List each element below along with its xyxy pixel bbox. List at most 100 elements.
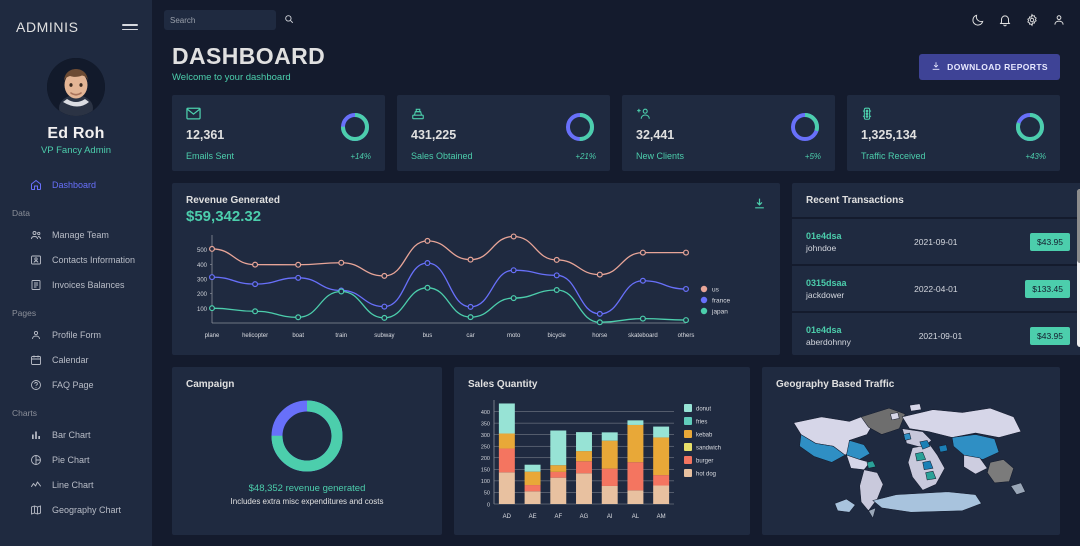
table-row[interactable]: 0315dsaa jackdower 2022-04-01 $133.45 bbox=[792, 264, 1080, 311]
transactions-scrollbar[interactable] bbox=[1077, 189, 1080, 348]
bottom-row: Campaign $48,352 revenue generated Inclu… bbox=[172, 367, 1060, 536]
sidebar-section-data: Data bbox=[12, 208, 30, 218]
stat-card-sales-obtained[interactable]: 431,225 Sales Obtained +21% bbox=[397, 95, 610, 172]
settings-icon[interactable] bbox=[1025, 13, 1039, 27]
svg-text:200: 200 bbox=[481, 456, 490, 462]
stat-label: Emails Sent bbox=[186, 151, 235, 162]
sidebar-item-geography-chart[interactable]: Geography Chart bbox=[0, 497, 152, 522]
search-input[interactable] bbox=[170, 15, 280, 25]
transaction-info: 0315dsaa jackdower bbox=[806, 278, 847, 300]
sidebar-item-line-chart[interactable]: Line Chart bbox=[0, 472, 152, 497]
stat-card-emails-sent[interactable]: 12,361 Emails Sent +14% bbox=[172, 95, 385, 172]
topbar bbox=[152, 0, 1080, 32]
stat-increase: +5% bbox=[804, 152, 821, 162]
stat-label: Traffic Received bbox=[861, 151, 926, 162]
svg-text:AD: AD bbox=[503, 514, 512, 520]
download-icon[interactable] bbox=[753, 197, 766, 215]
user-role: VP Fancy Admin bbox=[40, 145, 112, 156]
sidebar-item-label: Manage Team bbox=[52, 229, 109, 240]
sales-quantity-title: Sales Quantity bbox=[468, 379, 538, 391]
svg-text:500: 500 bbox=[197, 248, 208, 254]
sidebar-section-pages: Pages bbox=[12, 308, 37, 318]
stat-card-new-clients[interactable]: 32,441 New Clients +5% bbox=[622, 95, 835, 172]
campaign-card: Campaign $48,352 revenue generated Inclu… bbox=[172, 367, 442, 536]
svg-text:AM: AM bbox=[657, 514, 666, 520]
sidebar-item-dashboard[interactable]: Dashboard bbox=[0, 172, 152, 197]
stat-value: 12,361 bbox=[186, 128, 225, 143]
svg-text:100: 100 bbox=[481, 479, 490, 485]
svg-text:0: 0 bbox=[487, 503, 490, 509]
transaction-id: 01e4dsa bbox=[806, 230, 842, 241]
sidebar-item-calendar[interactable]: Calendar bbox=[0, 347, 152, 372]
progress-ring bbox=[341, 113, 369, 142]
sidebar-item-pie-chart[interactable]: Pie Chart bbox=[0, 447, 152, 472]
sidebar-item-profile-form[interactable]: Profile Form bbox=[0, 322, 152, 347]
transaction-date: 2022-04-01 bbox=[914, 283, 958, 294]
avatar[interactable] bbox=[47, 58, 105, 116]
svg-text:300: 300 bbox=[481, 433, 490, 439]
svg-text:AI: AI bbox=[607, 514, 613, 520]
geography-title: Geography Based Traffic bbox=[776, 379, 895, 391]
transaction-id: 0315dsaa bbox=[806, 277, 847, 288]
sidebar-item-label: Contacts Information bbox=[52, 254, 136, 265]
svg-text:subway: subway bbox=[374, 333, 394, 339]
stat-value: 431,225 bbox=[411, 128, 457, 143]
stat-value: 1,325,134 bbox=[861, 128, 917, 143]
svg-text:others: others bbox=[678, 333, 695, 339]
table-row[interactable]: 01e4dsa aberdohnny 2021-09-01 $43.95 bbox=[792, 311, 1080, 355]
dark-mode-icon[interactable] bbox=[971, 13, 985, 27]
stat-increase: +14% bbox=[350, 152, 371, 162]
svg-text:AE: AE bbox=[529, 514, 537, 520]
campaign-note-text: Includes extra misc expenditures and cos… bbox=[230, 497, 384, 507]
progress-ring bbox=[791, 113, 819, 142]
home-icon bbox=[30, 179, 42, 191]
svg-text:300: 300 bbox=[197, 278, 208, 284]
campaign-revenue-text: $48,352 revenue generated bbox=[248, 483, 366, 495]
svg-text:horse: horse bbox=[592, 333, 608, 339]
transaction-cost: $133.45 bbox=[1025, 279, 1070, 298]
svg-text:kebab: kebab bbox=[696, 433, 713, 439]
sidebar: ADMINIS Ed Roh VP Fancy Admin Dashboard … bbox=[0, 0, 152, 546]
table-row[interactable]: 01e4dsa johndoe 2021-09-01 $43.95 bbox=[792, 217, 1080, 264]
pie-chart-icon bbox=[30, 454, 42, 466]
sidebar-item-manage-team[interactable]: Manage Team bbox=[0, 222, 152, 247]
line-chart-icon bbox=[30, 479, 42, 491]
search-icon[interactable] bbox=[284, 11, 294, 29]
transaction-user: jackdower bbox=[806, 289, 845, 300]
geography-world-map bbox=[793, 403, 1026, 520]
sidebar-item-contacts-information[interactable]: Contacts Information bbox=[0, 247, 152, 272]
stat-label: New Clients bbox=[636, 151, 685, 162]
svg-text:250: 250 bbox=[481, 445, 490, 451]
svg-text:japan: japan bbox=[711, 309, 728, 316]
transaction-info: 01e4dsa johndoe bbox=[806, 231, 842, 253]
sales-quantity-bar-chart: 0 50 100 150 200 250 300 350 400 AD AE AF AG AI AL AM do… bbox=[481, 400, 721, 520]
sidebar-section-charts: Charts bbox=[12, 408, 38, 418]
revenue-card: Revenue Generated $59,342.32 100 200 300 40… bbox=[172, 183, 780, 356]
svg-text:400: 400 bbox=[197, 263, 208, 269]
transactions-card: Recent Transactions 01e4dsa johndoe 2021… bbox=[792, 183, 1080, 356]
sidebar-item-label: Dashboard bbox=[52, 179, 97, 190]
sidebar-item-bar-chart[interactable]: Bar Chart bbox=[0, 422, 152, 447]
traffic-icon bbox=[861, 107, 1046, 122]
notifications-icon[interactable] bbox=[998, 13, 1012, 27]
transaction-id: 01e4dsa bbox=[806, 324, 842, 335]
svg-text:burger: burger bbox=[696, 459, 713, 465]
revenue-line-chart: 100 200 300 400 500 plane helicopter boat train s… bbox=[197, 233, 730, 339]
search-box[interactable] bbox=[164, 10, 294, 30]
revenue-title: Revenue Generated bbox=[186, 195, 280, 207]
sidebar-item-invoices-balances[interactable]: Invoices Balances bbox=[0, 272, 152, 297]
email-icon bbox=[186, 107, 371, 122]
svg-text:400: 400 bbox=[481, 410, 490, 416]
sidebar-item-label: Invoices Balances bbox=[52, 279, 125, 290]
svg-text:plane: plane bbox=[205, 333, 220, 339]
svg-text:sandwich: sandwich bbox=[696, 446, 721, 452]
page-title: DASHBOARD bbox=[172, 43, 326, 69]
sidebar-item-faq-page[interactable]: FAQ Page bbox=[0, 372, 152, 397]
stat-cards-row: 12,361 Emails Sent +14% 431,225 Sales Ob bbox=[172, 95, 1060, 172]
stat-card-traffic-received[interactable]: 1,325,134 Traffic Received +43% bbox=[847, 95, 1060, 172]
download-icon bbox=[931, 61, 941, 73]
download-reports-button[interactable]: DOWNLOAD REPORTS bbox=[919, 54, 1060, 80]
person-icon[interactable] bbox=[1052, 13, 1066, 27]
menu-toggle-icon[interactable] bbox=[122, 21, 138, 33]
svg-text:train: train bbox=[335, 333, 347, 339]
